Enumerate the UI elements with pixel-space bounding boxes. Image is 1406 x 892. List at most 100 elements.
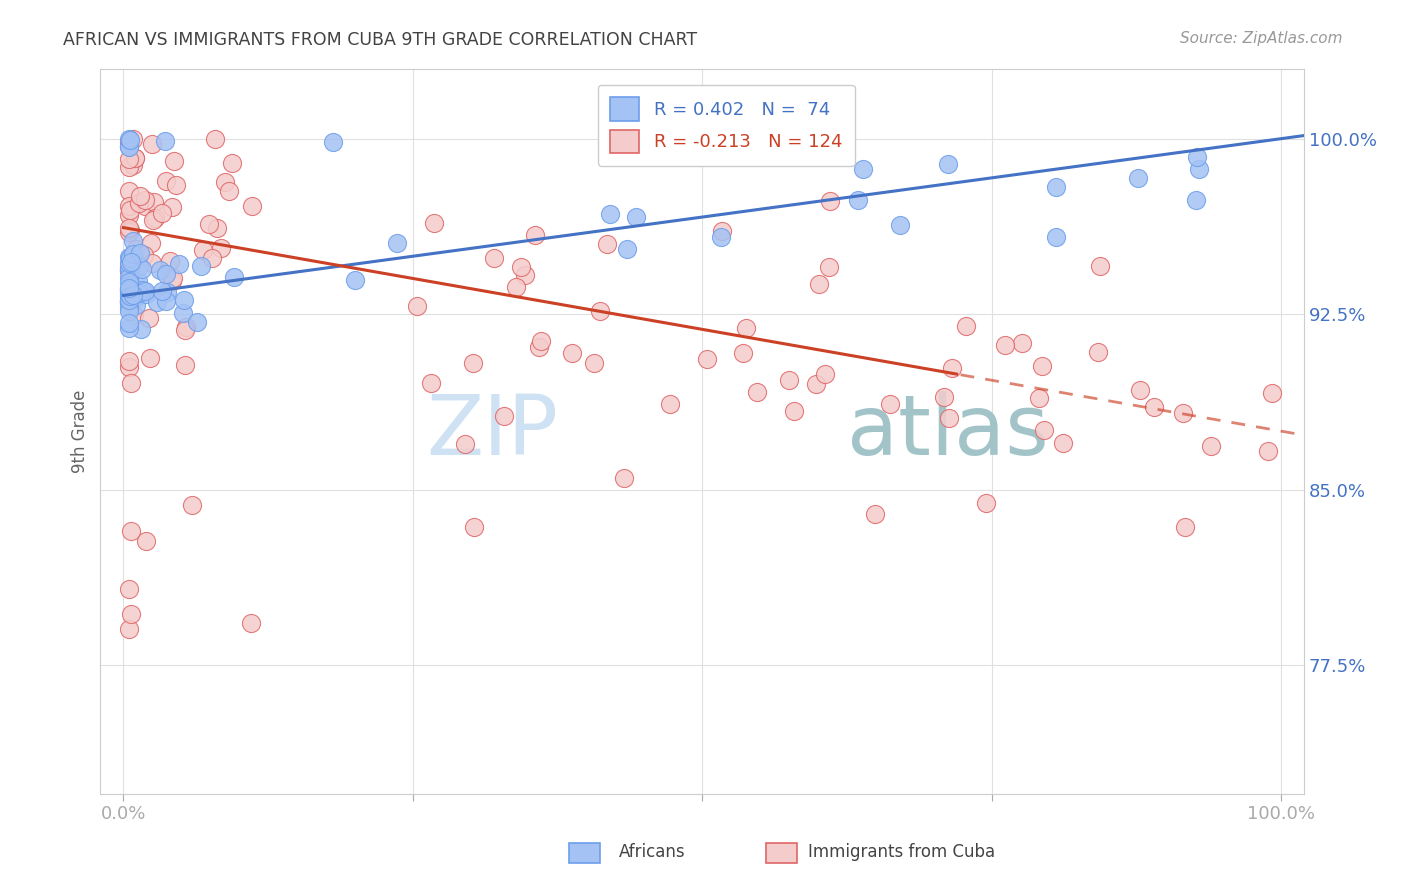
- Point: [181, 498, 204, 512]
- Point: [127, 285, 149, 300]
- Point: [322, 135, 344, 149]
- Point: [934, 390, 956, 404]
- Point: [135, 534, 157, 549]
- Point: [596, 237, 619, 252]
- Point: [582, 356, 605, 370]
- Point: [127, 274, 149, 288]
- Point: [817, 260, 839, 274]
- Point: [141, 136, 163, 151]
- Point: [120, 223, 142, 237]
- Point: [139, 351, 162, 366]
- Point: [174, 323, 197, 337]
- Point: [121, 287, 143, 301]
- Point: [134, 193, 156, 207]
- Point: [121, 279, 143, 293]
- Point: [131, 283, 153, 297]
- Point: [976, 496, 998, 510]
- Point: [1088, 259, 1111, 273]
- Point: [118, 582, 141, 596]
- Point: [118, 321, 141, 335]
- Point: [118, 262, 141, 277]
- Point: [118, 359, 141, 374]
- Point: [118, 283, 141, 297]
- Point: [1257, 443, 1279, 458]
- Point: [561, 345, 583, 359]
- Point: [118, 259, 141, 273]
- Point: [118, 139, 141, 153]
- Point: [118, 263, 141, 277]
- Point: [139, 235, 162, 250]
- Point: [143, 194, 166, 209]
- Point: [118, 136, 141, 150]
- Point: [1174, 520, 1197, 534]
- Point: [142, 213, 165, 227]
- Point: [167, 257, 190, 271]
- Point: [1199, 439, 1222, 453]
- Point: [197, 217, 219, 231]
- Point: [955, 319, 977, 334]
- Point: [118, 139, 141, 153]
- Point: [205, 220, 228, 235]
- Point: [214, 175, 236, 189]
- Point: [120, 376, 142, 391]
- Point: [936, 157, 959, 171]
- Point: [941, 360, 963, 375]
- Point: [1045, 229, 1067, 244]
- Point: [420, 376, 443, 390]
- Point: [710, 230, 733, 244]
- Point: [938, 411, 960, 425]
- Point: [1184, 193, 1206, 207]
- Point: [524, 227, 547, 242]
- Point: [124, 291, 146, 305]
- Point: [118, 263, 141, 277]
- Point: [1052, 435, 1074, 450]
- Point: [482, 252, 505, 266]
- Point: [129, 245, 152, 260]
- Point: [118, 256, 141, 270]
- Point: [172, 306, 194, 320]
- Point: [162, 271, 184, 285]
- Point: [134, 199, 156, 213]
- Point: [1173, 406, 1195, 420]
- Point: [118, 138, 141, 153]
- Point: [735, 321, 758, 335]
- Point: [118, 208, 141, 222]
- Point: [818, 194, 841, 208]
- Point: [406, 299, 429, 313]
- Point: [218, 184, 240, 198]
- Point: [589, 303, 612, 318]
- Point: [190, 259, 212, 273]
- Text: Africans: Africans: [619, 843, 685, 861]
- Point: [125, 298, 148, 312]
- Point: [118, 132, 141, 146]
- Point: [163, 154, 186, 169]
- Point: [778, 373, 800, 387]
- Point: [505, 279, 527, 293]
- Point: [118, 275, 141, 289]
- Point: [733, 346, 755, 360]
- Point: [1045, 180, 1067, 194]
- Legend: R = 0.402   N =  74, R = -0.213   N = 124: R = 0.402 N = 74, R = -0.213 N = 124: [598, 85, 855, 166]
- Point: [124, 151, 146, 165]
- Point: [221, 156, 243, 170]
- Point: [240, 616, 263, 631]
- Point: [160, 200, 183, 214]
- Point: [994, 337, 1017, 351]
- Point: [128, 195, 150, 210]
- Point: [492, 409, 515, 424]
- Point: [124, 151, 146, 165]
- Point: [132, 248, 155, 262]
- Point: [1087, 345, 1109, 359]
- Point: [783, 404, 806, 418]
- Point: [134, 285, 156, 299]
- Point: [160, 274, 183, 288]
- Point: [152, 284, 174, 298]
- Point: [118, 152, 141, 166]
- Point: [135, 287, 157, 301]
- Point: [118, 286, 141, 301]
- Point: [463, 519, 485, 533]
- Point: [343, 272, 366, 286]
- Point: [696, 351, 718, 366]
- Text: Immigrants from Cuba: Immigrants from Cuba: [808, 843, 995, 861]
- Point: [191, 243, 214, 257]
